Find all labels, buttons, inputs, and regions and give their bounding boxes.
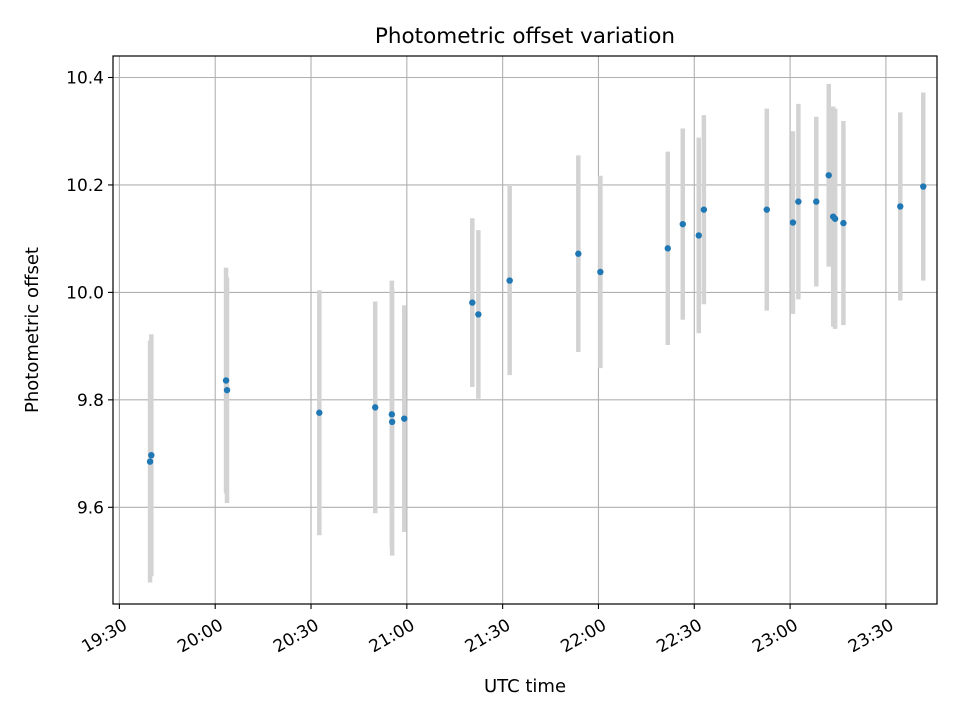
data-points	[146, 172, 927, 465]
data-point	[763, 206, 770, 213]
data-point	[148, 451, 155, 459]
data-point	[679, 220, 686, 228]
data-point	[840, 219, 847, 227]
chart-title: Photometric offset variation	[375, 24, 675, 49]
y-axis-label: Photometric offset	[22, 247, 43, 413]
data-point	[401, 415, 408, 422]
data-point	[388, 418, 396, 426]
data-point	[597, 268, 604, 276]
data-point	[575, 250, 582, 257]
data-point	[897, 203, 904, 210]
data-point	[795, 198, 802, 205]
y-tick-label: 9.6	[77, 498, 104, 518]
data-point	[222, 377, 230, 384]
data-point	[825, 172, 832, 179]
data-point	[316, 409, 323, 416]
data-point	[664, 245, 671, 252]
grid-lines	[113, 56, 937, 604]
y-tick-label: 10.0	[66, 283, 104, 303]
data-point	[700, 206, 708, 213]
data-point	[831, 215, 839, 222]
data-point	[695, 232, 702, 239]
data-point	[475, 311, 482, 318]
plot-area-frame	[112, 55, 938, 605]
data-point	[388, 411, 396, 418]
data-point	[506, 277, 513, 284]
y-tick-label: 10.4	[66, 68, 104, 88]
x-axis-label: UTC time	[484, 676, 566, 697]
data-point	[920, 183, 927, 190]
data-point	[469, 299, 476, 306]
plot-area-background	[113, 56, 937, 604]
data-point	[372, 404, 379, 411]
y-tick-label: 10.2	[66, 176, 104, 196]
data-point	[813, 198, 820, 205]
data-point	[223, 386, 231, 394]
data-point	[146, 458, 154, 465]
data-point	[789, 219, 797, 226]
y-tick-label: 9.8	[77, 391, 104, 411]
